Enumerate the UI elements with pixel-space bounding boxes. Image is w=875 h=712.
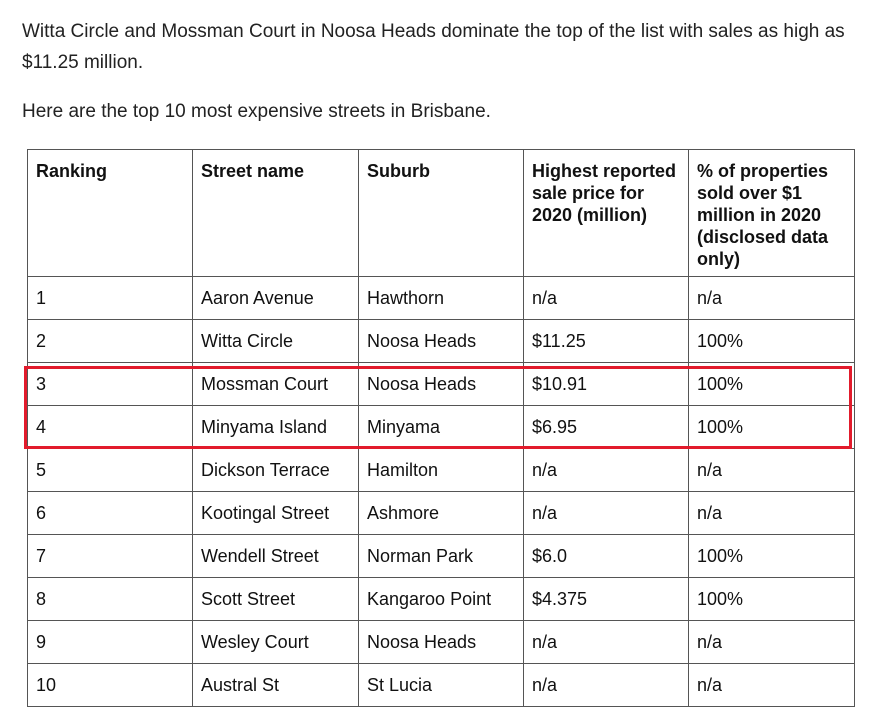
cell-street-name: Aaron Avenue	[192, 276, 359, 320]
table-row: 9 Wesley Court Noosa Heads n/a n/a	[27, 620, 855, 664]
cell-highest-price: n/a	[523, 620, 689, 664]
cell-percent-over-1m: 100%	[688, 319, 855, 363]
intro-paragraph: Witta Circle and Mossman Court in Noosa …	[22, 21, 845, 73]
cell-suburb: Hawthorn	[358, 276, 524, 320]
cell-street-name: Austral St	[192, 663, 359, 707]
cell-percent-over-1m: n/a	[688, 663, 855, 707]
cell-percent-over-1m: 100%	[688, 362, 855, 406]
table-row: 8 Scott Street Kangaroo Point $4.375 100…	[27, 577, 855, 621]
cell-street-name: Scott Street	[192, 577, 359, 621]
cell-suburb: Noosa Heads	[358, 319, 524, 363]
cell-suburb: Kangaroo Point	[358, 577, 524, 621]
cell-highest-price: n/a	[523, 276, 689, 320]
cell-suburb: St Lucia	[358, 663, 524, 707]
cell-ranking: 4	[27, 405, 193, 449]
header-suburb: Suburb	[358, 149, 524, 277]
table-row: 2 Witta Circle Noosa Heads $11.25 100%	[27, 319, 855, 363]
table-row: 10 Austral St St Lucia n/a n/a	[27, 663, 855, 707]
table-row: 4 Minyama Island Minyama $6.95 100%	[27, 405, 855, 449]
cell-ranking: 2	[27, 319, 193, 363]
cell-street-name: Witta Circle	[192, 319, 359, 363]
cell-highest-price: n/a	[523, 448, 689, 492]
cell-highest-price: n/a	[523, 663, 689, 707]
cell-ranking: 1	[27, 276, 193, 320]
cell-highest-price: n/a	[523, 491, 689, 535]
cell-ranking: 3	[27, 362, 193, 406]
cell-suburb: Hamilton	[358, 448, 524, 492]
cell-highest-price: $6.0	[523, 534, 689, 578]
cell-suburb: Norman Park	[358, 534, 524, 578]
table-row: 5 Dickson Terrace Hamilton n/a n/a	[27, 448, 855, 492]
table-row: 3 Mossman Court Noosa Heads $10.91 100%	[27, 362, 855, 406]
cell-ranking: 9	[27, 620, 193, 664]
cell-street-name: Kootingal Street	[192, 491, 359, 535]
cell-percent-over-1m: 100%	[688, 534, 855, 578]
cell-street-name: Wendell Street	[192, 534, 359, 578]
table-row: 7 Wendell Street Norman Park $6.0 100%	[27, 534, 855, 578]
cell-highest-price: $11.25	[523, 319, 689, 363]
cell-ranking: 6	[27, 491, 193, 535]
cell-highest-price: $4.375	[523, 577, 689, 621]
cell-percent-over-1m: n/a	[688, 491, 855, 535]
cell-percent-over-1m: n/a	[688, 276, 855, 320]
cell-street-name: Wesley Court	[192, 620, 359, 664]
cell-percent-over-1m: n/a	[688, 448, 855, 492]
cell-suburb: Noosa Heads	[358, 362, 524, 406]
cell-street-name: Minyama Island	[192, 405, 359, 449]
cell-suburb: Minyama	[358, 405, 524, 449]
cell-suburb: Ashmore	[358, 491, 524, 535]
cell-ranking: 7	[27, 534, 193, 578]
cell-ranking: 5	[27, 448, 193, 492]
cell-street-name: Mossman Court	[192, 362, 359, 406]
cell-street-name: Dickson Terrace	[192, 448, 359, 492]
header-street-name: Street name	[192, 149, 359, 277]
cell-highest-price: $6.95	[523, 405, 689, 449]
cell-ranking: 8	[27, 577, 193, 621]
table-header-row: Ranking Street name Suburb Highest repor…	[27, 149, 855, 277]
header-percent-over-1m: % of properties sold over $1 million in …	[688, 149, 855, 277]
header-ranking: Ranking	[27, 149, 193, 277]
header-highest-sale-price: Highest reported sale price for 2020 (mi…	[523, 149, 689, 277]
expensive-streets-table: Ranking Street name Suburb Highest repor…	[27, 149, 855, 707]
cell-percent-over-1m: 100%	[688, 577, 855, 621]
cell-ranking: 10	[27, 663, 193, 707]
cell-suburb: Noosa Heads	[358, 620, 524, 664]
table-row: 1 Aaron Avenue Hawthorn n/a n/a	[27, 276, 855, 320]
cell-percent-over-1m: n/a	[688, 620, 855, 664]
cell-highest-price: $10.91	[523, 362, 689, 406]
cell-percent-over-1m: 100%	[688, 405, 855, 449]
table-row: 6 Kootingal Street Ashmore n/a n/a	[27, 491, 855, 535]
lead-paragraph: Here are the top 10 most expensive stree…	[22, 101, 491, 122]
